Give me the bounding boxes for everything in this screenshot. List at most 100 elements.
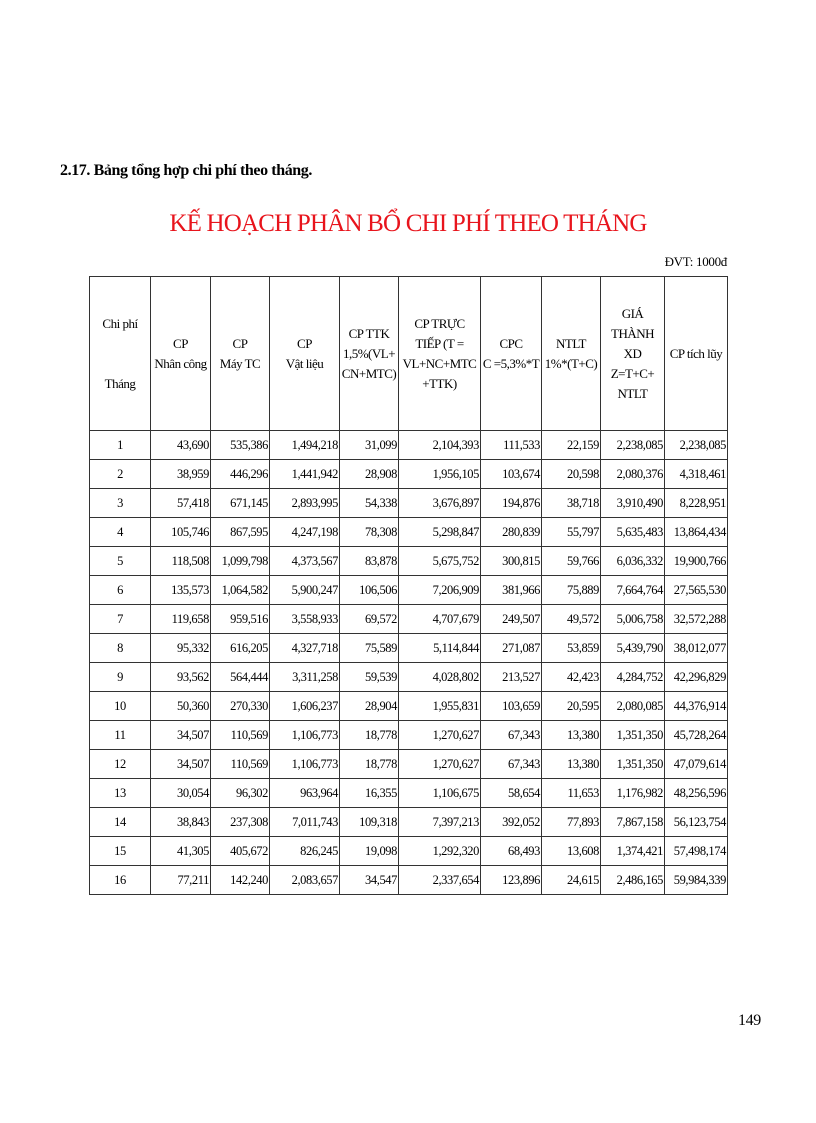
month-cell: 10 bbox=[89, 691, 151, 721]
column-header-line: VL+NC+MTC bbox=[402, 355, 477, 371]
value-cell: 110,569 bbox=[210, 720, 270, 750]
column-header-line: Chi phí bbox=[102, 315, 138, 331]
value-cell: 55,797 bbox=[541, 517, 601, 547]
column-header-line: CP TTK bbox=[348, 325, 390, 341]
value-cell: 2,080,376 bbox=[600, 459, 665, 489]
month-cell: 15 bbox=[89, 836, 151, 866]
value-cell: 392,052 bbox=[480, 807, 542, 837]
value-cell: 4,327,718 bbox=[269, 633, 340, 663]
value-cell: 1,351,350 bbox=[600, 749, 665, 779]
value-cell: 1,106,675 bbox=[398, 778, 481, 808]
value-cell: 1,351,350 bbox=[600, 720, 665, 750]
month-cell: 1 bbox=[89, 430, 151, 460]
value-cell: 13,608 bbox=[541, 836, 601, 866]
value-cell: 19,098 bbox=[339, 836, 399, 866]
column-header-line: THÀNH bbox=[611, 325, 655, 341]
column-header-line: CP bbox=[173, 335, 188, 351]
value-cell: 446,296 bbox=[210, 459, 270, 489]
month-cell: 5 bbox=[89, 546, 151, 576]
value-cell: 38,843 bbox=[150, 807, 211, 837]
value-cell: 1,106,773 bbox=[269, 749, 340, 779]
value-cell: 5,900,247 bbox=[269, 575, 340, 605]
column-header-line: NTLT bbox=[555, 335, 587, 351]
value-cell: 38,012,077 bbox=[664, 633, 728, 663]
value-cell: 20,598 bbox=[541, 459, 601, 489]
value-cell: 67,343 bbox=[480, 749, 542, 779]
column-header: CP TTK 1,5%(VL+ CN+MTC) bbox=[339, 276, 399, 431]
table-row: 6 135,573 1,064,582 5,900,247 106,506 7,206,9… bbox=[89, 575, 728, 605]
value-cell: 7,397,213 bbox=[398, 807, 481, 837]
month-cell: 2 bbox=[89, 459, 151, 489]
table-row: 16 77,211 142,240 2,083,657 34,547 2,337,654 1… bbox=[89, 865, 728, 895]
value-cell: 5,439,790 bbox=[600, 633, 665, 663]
value-cell: 49,572 bbox=[541, 604, 601, 634]
value-cell: 4,318,461 bbox=[664, 459, 728, 489]
value-cell: 2,238,085 bbox=[600, 430, 665, 460]
value-cell: 959,516 bbox=[210, 604, 270, 634]
value-cell: 13,380 bbox=[541, 749, 601, 779]
value-cell: 68,493 bbox=[480, 836, 542, 866]
value-cell: 564,444 bbox=[210, 662, 270, 692]
column-header-line: CPC bbox=[499, 335, 523, 351]
value-cell: 34,547 bbox=[339, 865, 399, 895]
value-cell: 1,106,773 bbox=[269, 720, 340, 750]
column-header: Chi phí Tháng bbox=[89, 276, 151, 431]
value-cell: 5,635,483 bbox=[600, 517, 665, 547]
value-cell: 110,569 bbox=[210, 749, 270, 779]
table-row: 14 38,843 237,308 7,011,743 109,318 7,397,213… bbox=[89, 807, 728, 837]
value-cell: 69,572 bbox=[339, 604, 399, 634]
value-cell: 7,011,743 bbox=[269, 807, 340, 837]
value-cell: 56,123,754 bbox=[664, 807, 728, 837]
value-cell: 119,658 bbox=[150, 604, 211, 634]
column-header: GIÁ THÀNH XD Z=T+C+ NTLT bbox=[600, 276, 665, 431]
value-cell: 671,145 bbox=[210, 488, 270, 518]
value-cell: 213,527 bbox=[480, 662, 542, 692]
value-cell: 96,302 bbox=[210, 778, 270, 808]
value-cell: 1,176,982 bbox=[600, 778, 665, 808]
unit-label: ĐVT: 1000đ bbox=[664, 254, 728, 269]
value-cell: 58,654 bbox=[480, 778, 542, 808]
value-cell: 34,507 bbox=[150, 749, 211, 779]
value-cell: 2,104,393 bbox=[398, 430, 481, 460]
value-cell: 135,573 bbox=[150, 575, 211, 605]
value-cell: 1,099,798 bbox=[210, 546, 270, 576]
column-header-line: Z=T+C+ bbox=[610, 365, 655, 381]
column-header-line: CP bbox=[297, 335, 312, 351]
value-cell: 616,205 bbox=[210, 633, 270, 663]
column-header-line: Máy TC bbox=[219, 355, 261, 371]
month-cell: 7 bbox=[89, 604, 151, 634]
month-cell: 11 bbox=[89, 720, 151, 750]
table-row: 5 118,508 1,099,798 4,373,567 83,878 5,675,75… bbox=[89, 546, 728, 576]
value-cell: 1,270,627 bbox=[398, 720, 481, 750]
value-cell: 41,305 bbox=[150, 836, 211, 866]
value-cell: 7,206,909 bbox=[398, 575, 481, 605]
value-cell: 75,589 bbox=[339, 633, 399, 663]
column-header-line: Nhân công bbox=[154, 355, 207, 371]
value-cell: 2,083,657 bbox=[269, 865, 340, 895]
value-cell: 13,864,434 bbox=[664, 517, 728, 547]
value-cell: 8,228,951 bbox=[664, 488, 728, 518]
value-cell: 5,006,758 bbox=[600, 604, 665, 634]
column-header: CP Máy TC bbox=[210, 276, 270, 431]
value-cell: 300,815 bbox=[480, 546, 542, 576]
value-cell: 75,889 bbox=[541, 575, 601, 605]
value-cell: 237,308 bbox=[210, 807, 270, 837]
value-cell: 2,080,085 bbox=[600, 691, 665, 721]
value-cell: 5,675,752 bbox=[398, 546, 481, 576]
cost-table: Chi phí Tháng CP Nhân công CP Máy TC CP Vật li… bbox=[89, 276, 728, 895]
value-cell: 3,311,258 bbox=[269, 662, 340, 692]
value-cell: 4,373,567 bbox=[269, 546, 340, 576]
value-cell: 1,064,582 bbox=[210, 575, 270, 605]
column-header-line: CP TRỰC bbox=[414, 315, 465, 331]
value-cell: 20,595 bbox=[541, 691, 601, 721]
value-cell: 59,984,339 bbox=[664, 865, 728, 895]
value-cell: 93,562 bbox=[150, 662, 211, 692]
value-cell: 57,498,174 bbox=[664, 836, 728, 866]
value-cell: 963,964 bbox=[269, 778, 340, 808]
value-cell: 57,418 bbox=[150, 488, 211, 518]
value-cell: 867,595 bbox=[210, 517, 270, 547]
table-row: 2 38,959 446,296 1,441,942 28,908 1,956,105 10… bbox=[89, 459, 728, 489]
column-header-line: 1%*(T+C) bbox=[544, 355, 598, 371]
value-cell: 280,839 bbox=[480, 517, 542, 547]
value-cell: 826,245 bbox=[269, 836, 340, 866]
